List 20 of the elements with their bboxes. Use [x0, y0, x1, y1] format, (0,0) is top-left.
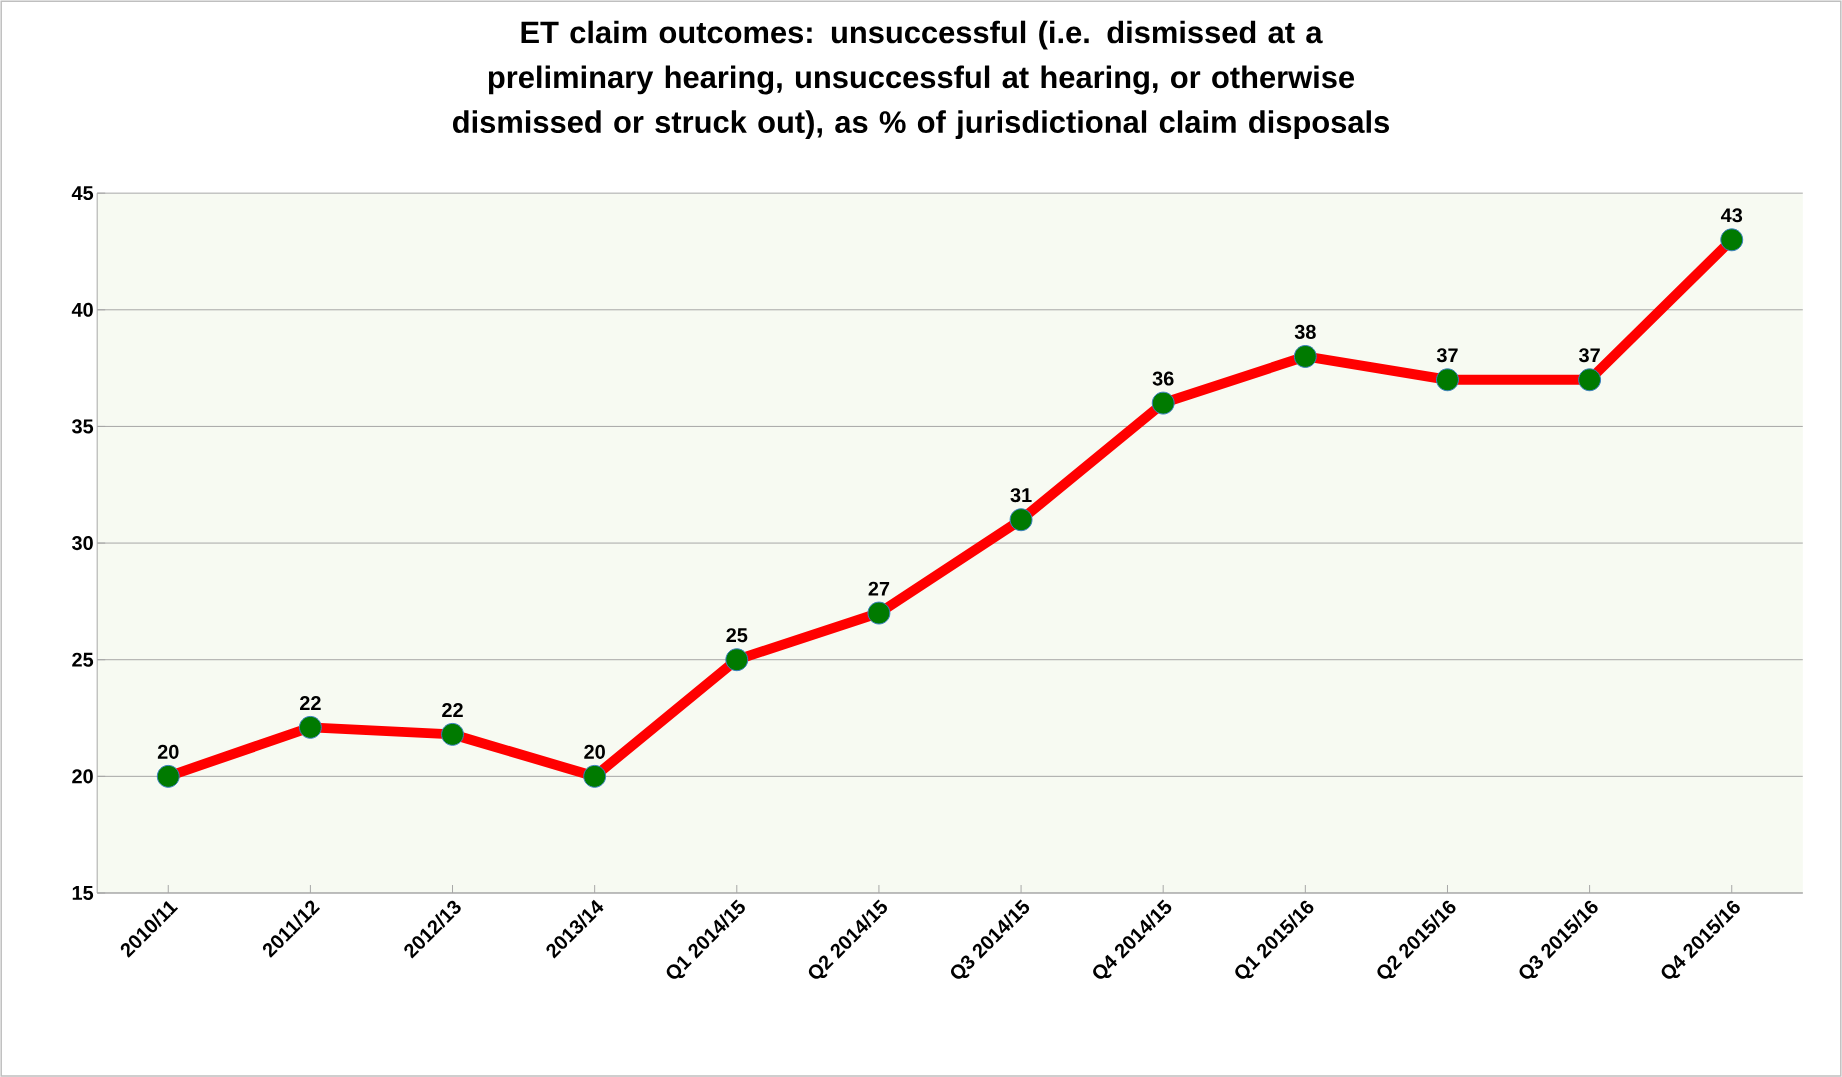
y-tick-label: 35 [71, 419, 94, 434]
text: 25 [726, 628, 748, 643]
text: 38 [1294, 324, 1316, 339]
text: 20 [157, 744, 179, 759]
text: 36 [1152, 371, 1174, 386]
text: 37 [1436, 348, 1458, 363]
y-tick-label: 30 [71, 535, 93, 551]
y-tick-label: 15 [72, 885, 94, 900]
chart-title: ET claim outcomes: unsuccessful (i.e. dismissed at a preliminary hearing, unsuccessful at hearing, or otherwise dismissed or struck out), as % of jurisdictional claim disposals [452, 20, 1390, 140]
text: 27 [868, 581, 890, 596]
y-tick-label: 45 [71, 186, 94, 201]
text: 37 [1578, 348, 1600, 363]
text: 43 [1720, 208, 1743, 223]
text: 22 [300, 695, 321, 710]
text: 20 [584, 744, 605, 759]
y-tick-label: 20 [72, 769, 93, 784]
y-tick-label: 40 [71, 302, 93, 317]
text: 31 [1010, 488, 1032, 503]
y-tick-label: 25 [72, 652, 94, 667]
text: 22 [442, 702, 463, 717]
